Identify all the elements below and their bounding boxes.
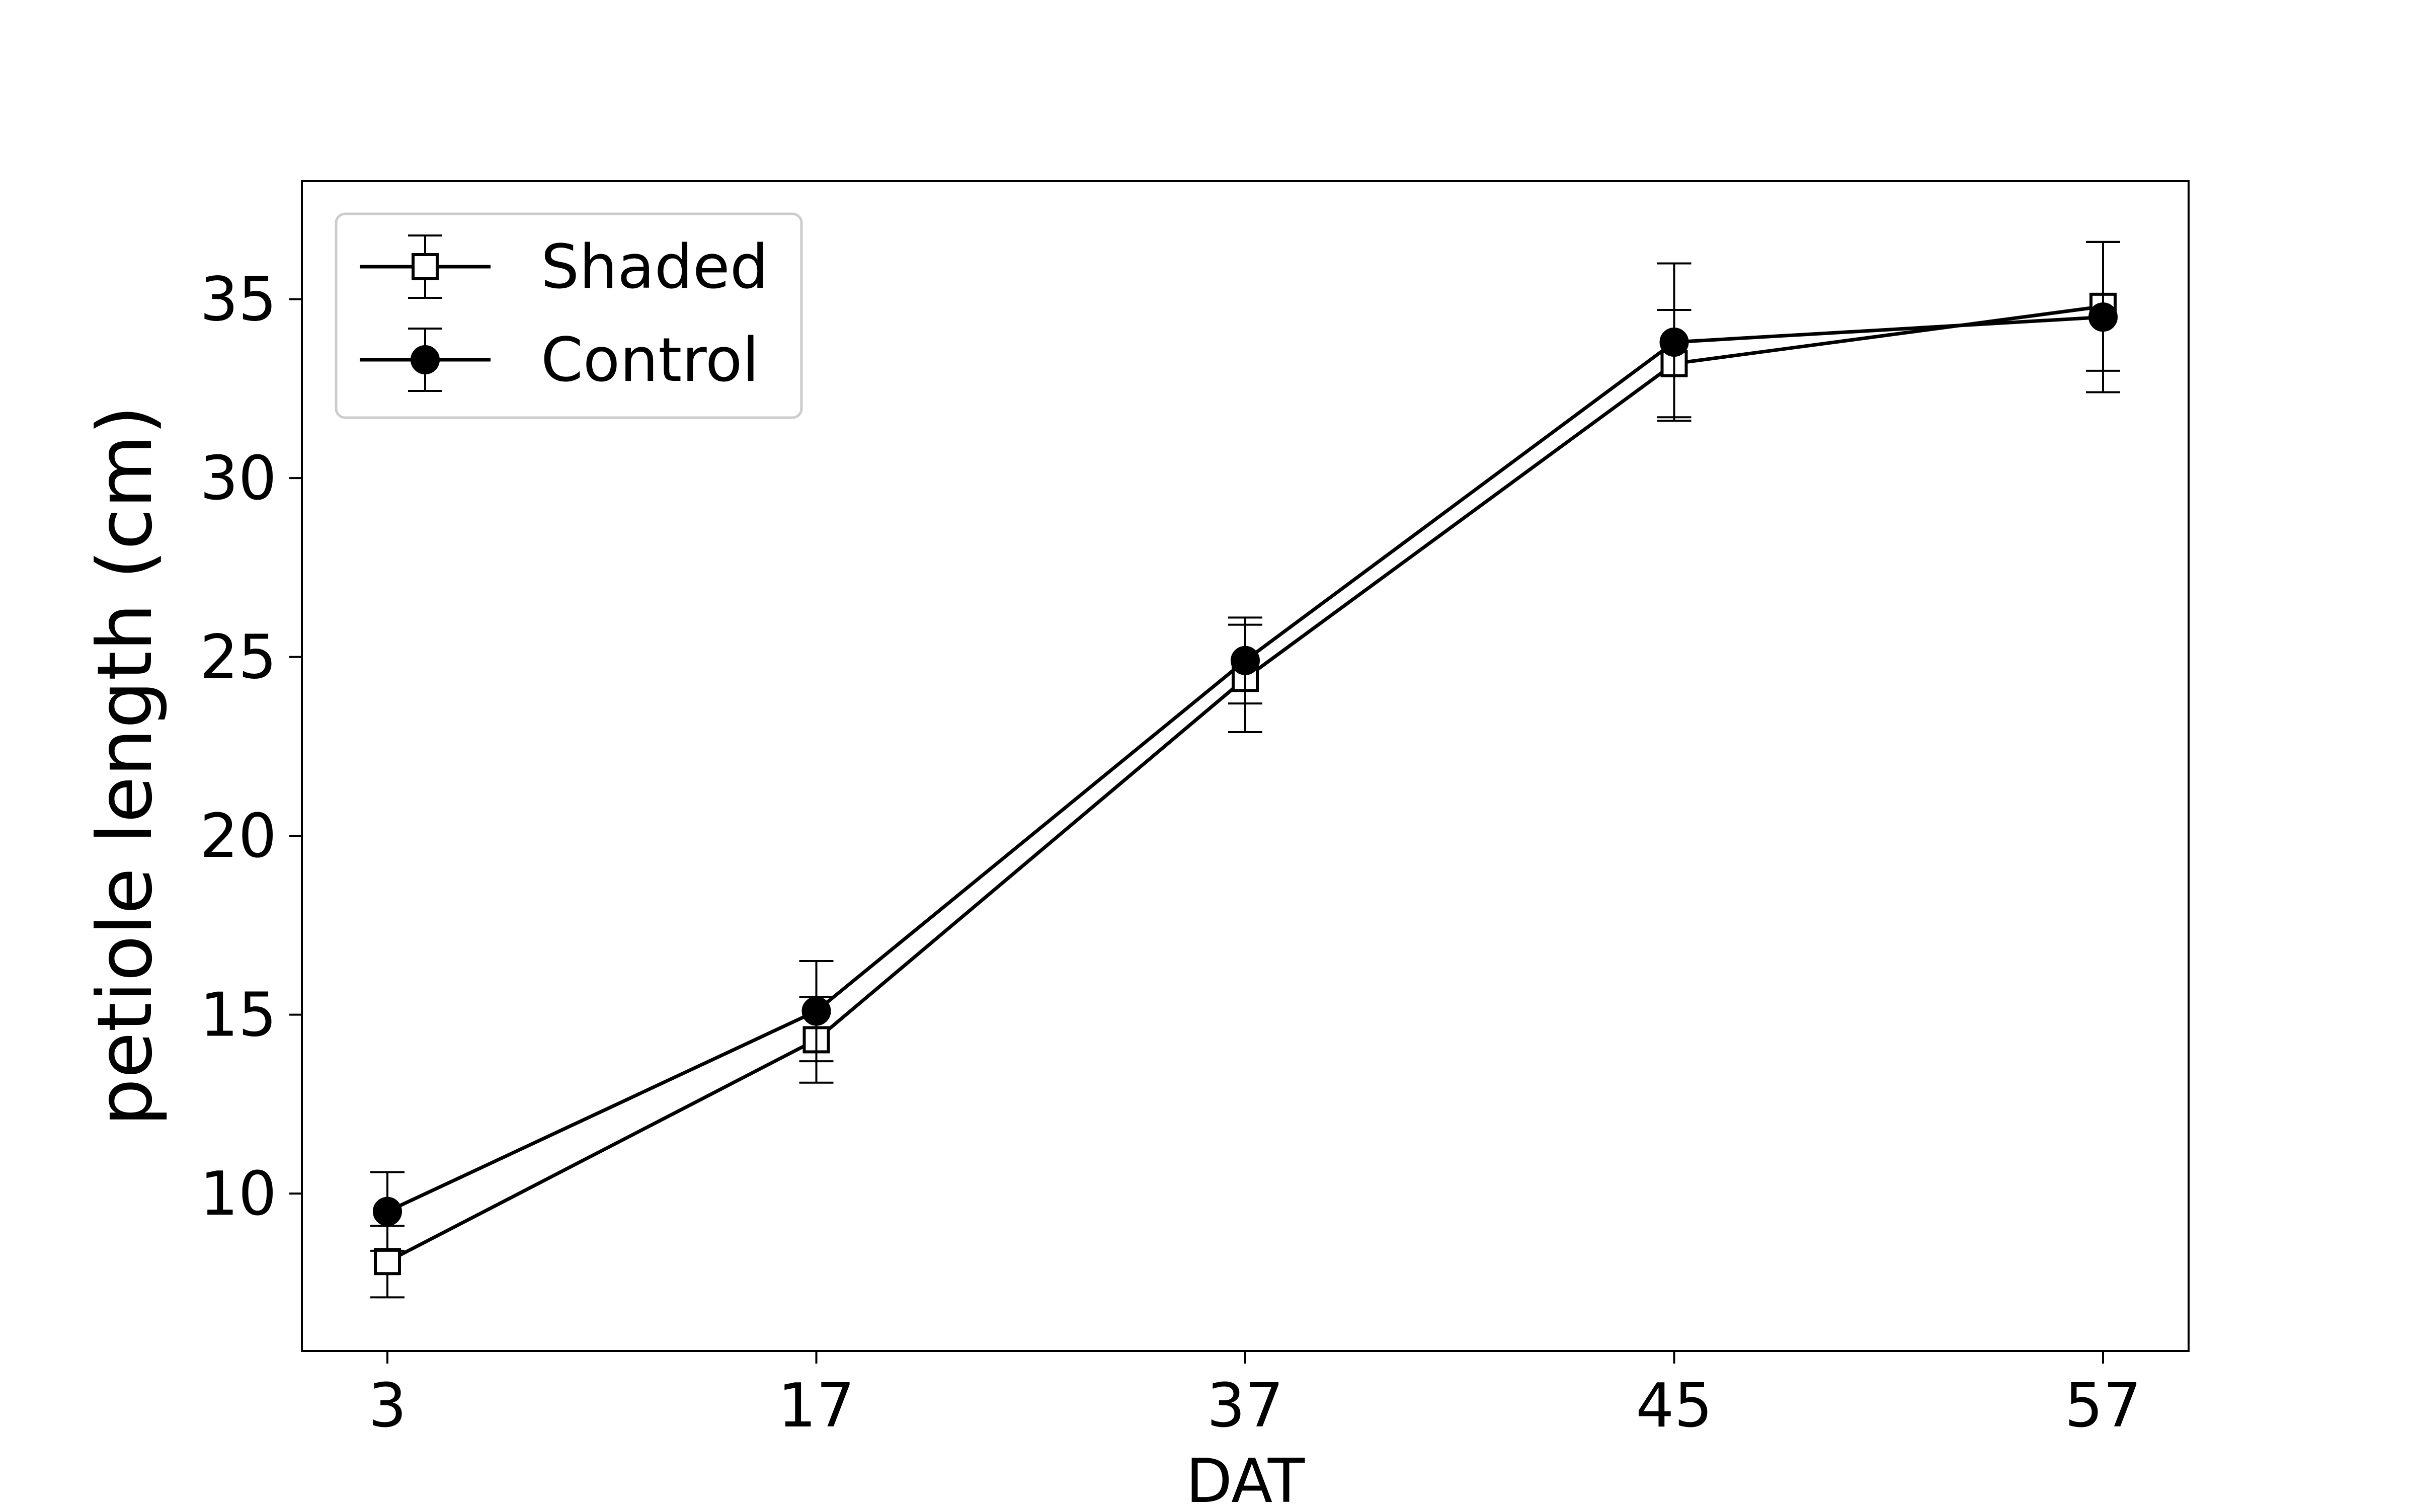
series-control [370,241,2120,1252]
legend-entry-control: Control [360,326,759,395]
data-point [1659,327,1689,357]
series-line-shaded [386,304,2104,1263]
ticks-layer: 3 17 37 45 57 10 15 20 25 30 35 [200,265,2141,1441]
x-tick-label: 37 [1207,1371,1284,1441]
x-tick-label: 57 [2065,1371,2142,1441]
x-tick-label: 17 [778,1371,855,1441]
data-point [374,1248,401,1276]
x-tick-label: 3 [368,1371,407,1441]
legend-marker [412,253,439,280]
y-axis-label: petiole length (cm) [82,406,169,1127]
data-point [2088,302,2118,332]
y-tick-label: 30 [200,444,277,514]
legend: Shaded Control [335,212,803,419]
data-point [1231,646,1260,675]
y-tick-label: 25 [200,623,277,693]
x-axis-label: DAT [1186,1447,1305,1509]
legend-entry-shaded: Shaded [360,232,768,302]
data-point [373,1197,402,1226]
y-tick-label: 10 [200,1159,277,1229]
y-tick-label: 20 [200,802,277,871]
legend-marker [411,345,440,374]
legend-label: Control [541,326,759,395]
legend-frame [335,212,803,419]
data-point [801,996,831,1026]
y-tick-label: 35 [200,265,277,335]
series-line-control [386,315,2104,1213]
series-layer [370,241,2120,1299]
legend-label: Shaded [541,232,768,302]
y-tick-label: 15 [200,981,277,1051]
x-tick-label: 45 [1636,1371,1713,1441]
legend-entries: Shaded Control [360,232,768,395]
